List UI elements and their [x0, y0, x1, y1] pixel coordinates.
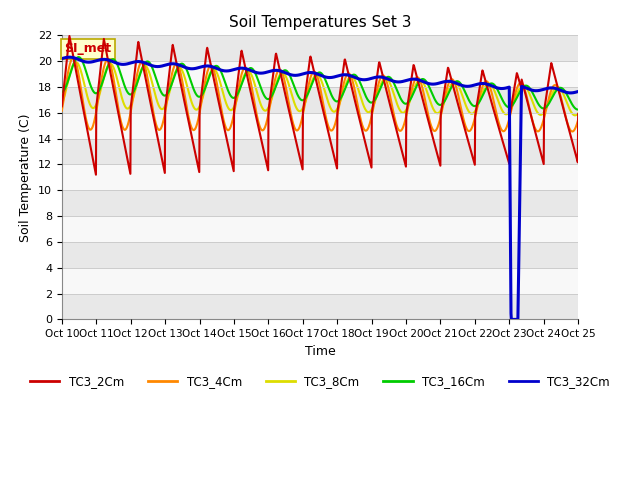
X-axis label: Time: Time — [305, 345, 335, 358]
Title: Soil Temperatures Set 3: Soil Temperatures Set 3 — [228, 15, 412, 30]
Bar — [62, 61, 578, 87]
Bar — [62, 36, 578, 61]
Text: SI_met: SI_met — [65, 42, 111, 55]
Bar — [62, 87, 578, 113]
Legend: TC3_2Cm, TC3_4Cm, TC3_8Cm, TC3_16Cm, TC3_32Cm: TC3_2Cm, TC3_4Cm, TC3_8Cm, TC3_16Cm, TC3… — [25, 371, 615, 393]
Bar — [62, 190, 578, 216]
Bar — [62, 268, 578, 294]
Bar — [62, 216, 578, 242]
Bar — [62, 294, 578, 319]
Bar — [62, 139, 578, 165]
Bar — [62, 242, 578, 268]
Y-axis label: Soil Temperature (C): Soil Temperature (C) — [19, 113, 32, 241]
Bar — [62, 113, 578, 139]
Bar — [62, 165, 578, 190]
